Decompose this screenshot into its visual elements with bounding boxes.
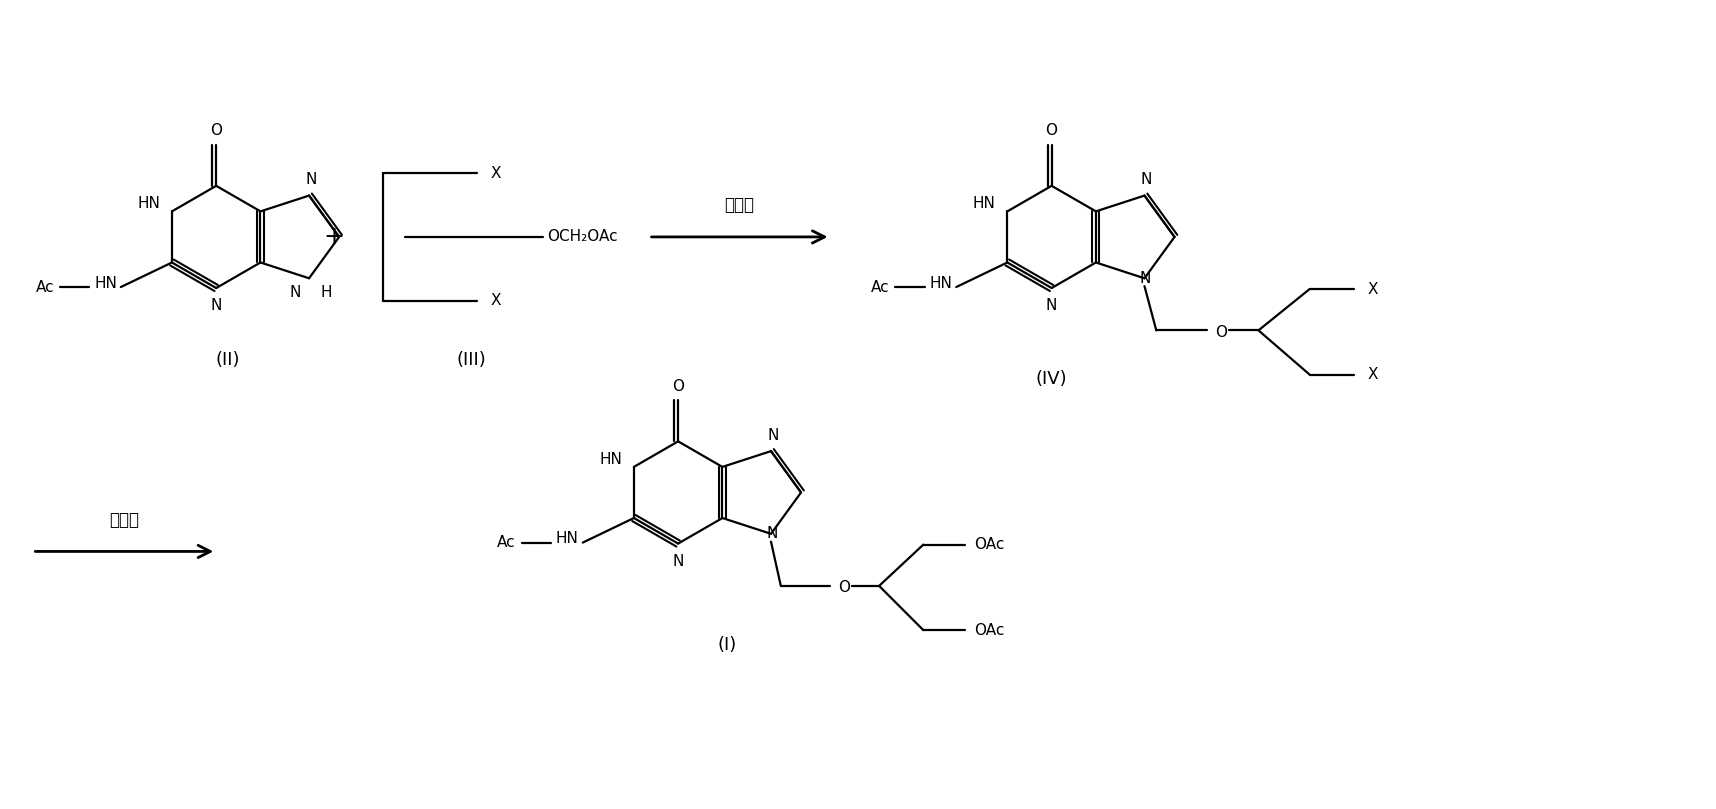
Text: X: X [491,166,501,180]
Text: O: O [837,580,849,595]
Text: OAc: OAc [975,537,1006,552]
Text: HN: HN [556,532,578,546]
Text: HN: HN [599,451,623,467]
Text: Ac: Ac [36,280,53,294]
Text: Ac: Ac [498,535,517,550]
Text: N: N [1047,299,1057,313]
Text: O: O [1215,325,1227,340]
Text: O: O [1045,123,1057,138]
Text: HN: HN [973,196,995,211]
Text: N: N [673,554,685,569]
Text: 醚酸盐: 醚酸盐 [110,511,139,529]
Text: (II): (II) [216,351,240,369]
Text: HN: HN [137,196,160,211]
Text: H: H [321,285,333,299]
Text: X: X [491,294,501,308]
Text: N: N [211,299,221,313]
Text: N: N [767,527,777,541]
Text: HN: HN [930,276,952,290]
Text: X: X [1368,367,1378,382]
Text: N: N [1141,172,1151,188]
Text: O: O [673,379,685,394]
Text: N: N [767,428,779,443]
Text: N: N [290,285,302,299]
Text: +: + [324,225,345,249]
Text: HN: HN [94,276,117,290]
Text: 嫂化剂: 嫂化剂 [724,197,755,214]
Text: OCH₂OAc: OCH₂OAc [547,230,618,244]
Text: N: N [305,172,317,188]
Text: Ac: Ac [870,280,889,294]
Text: (IV): (IV) [1036,371,1067,388]
Text: OAc: OAc [975,623,1006,637]
Text: X: X [1368,282,1378,297]
Text: N: N [1139,271,1151,286]
Text: O: O [211,123,221,138]
Text: (I): (I) [717,636,736,654]
Text: (III): (III) [456,351,487,369]
